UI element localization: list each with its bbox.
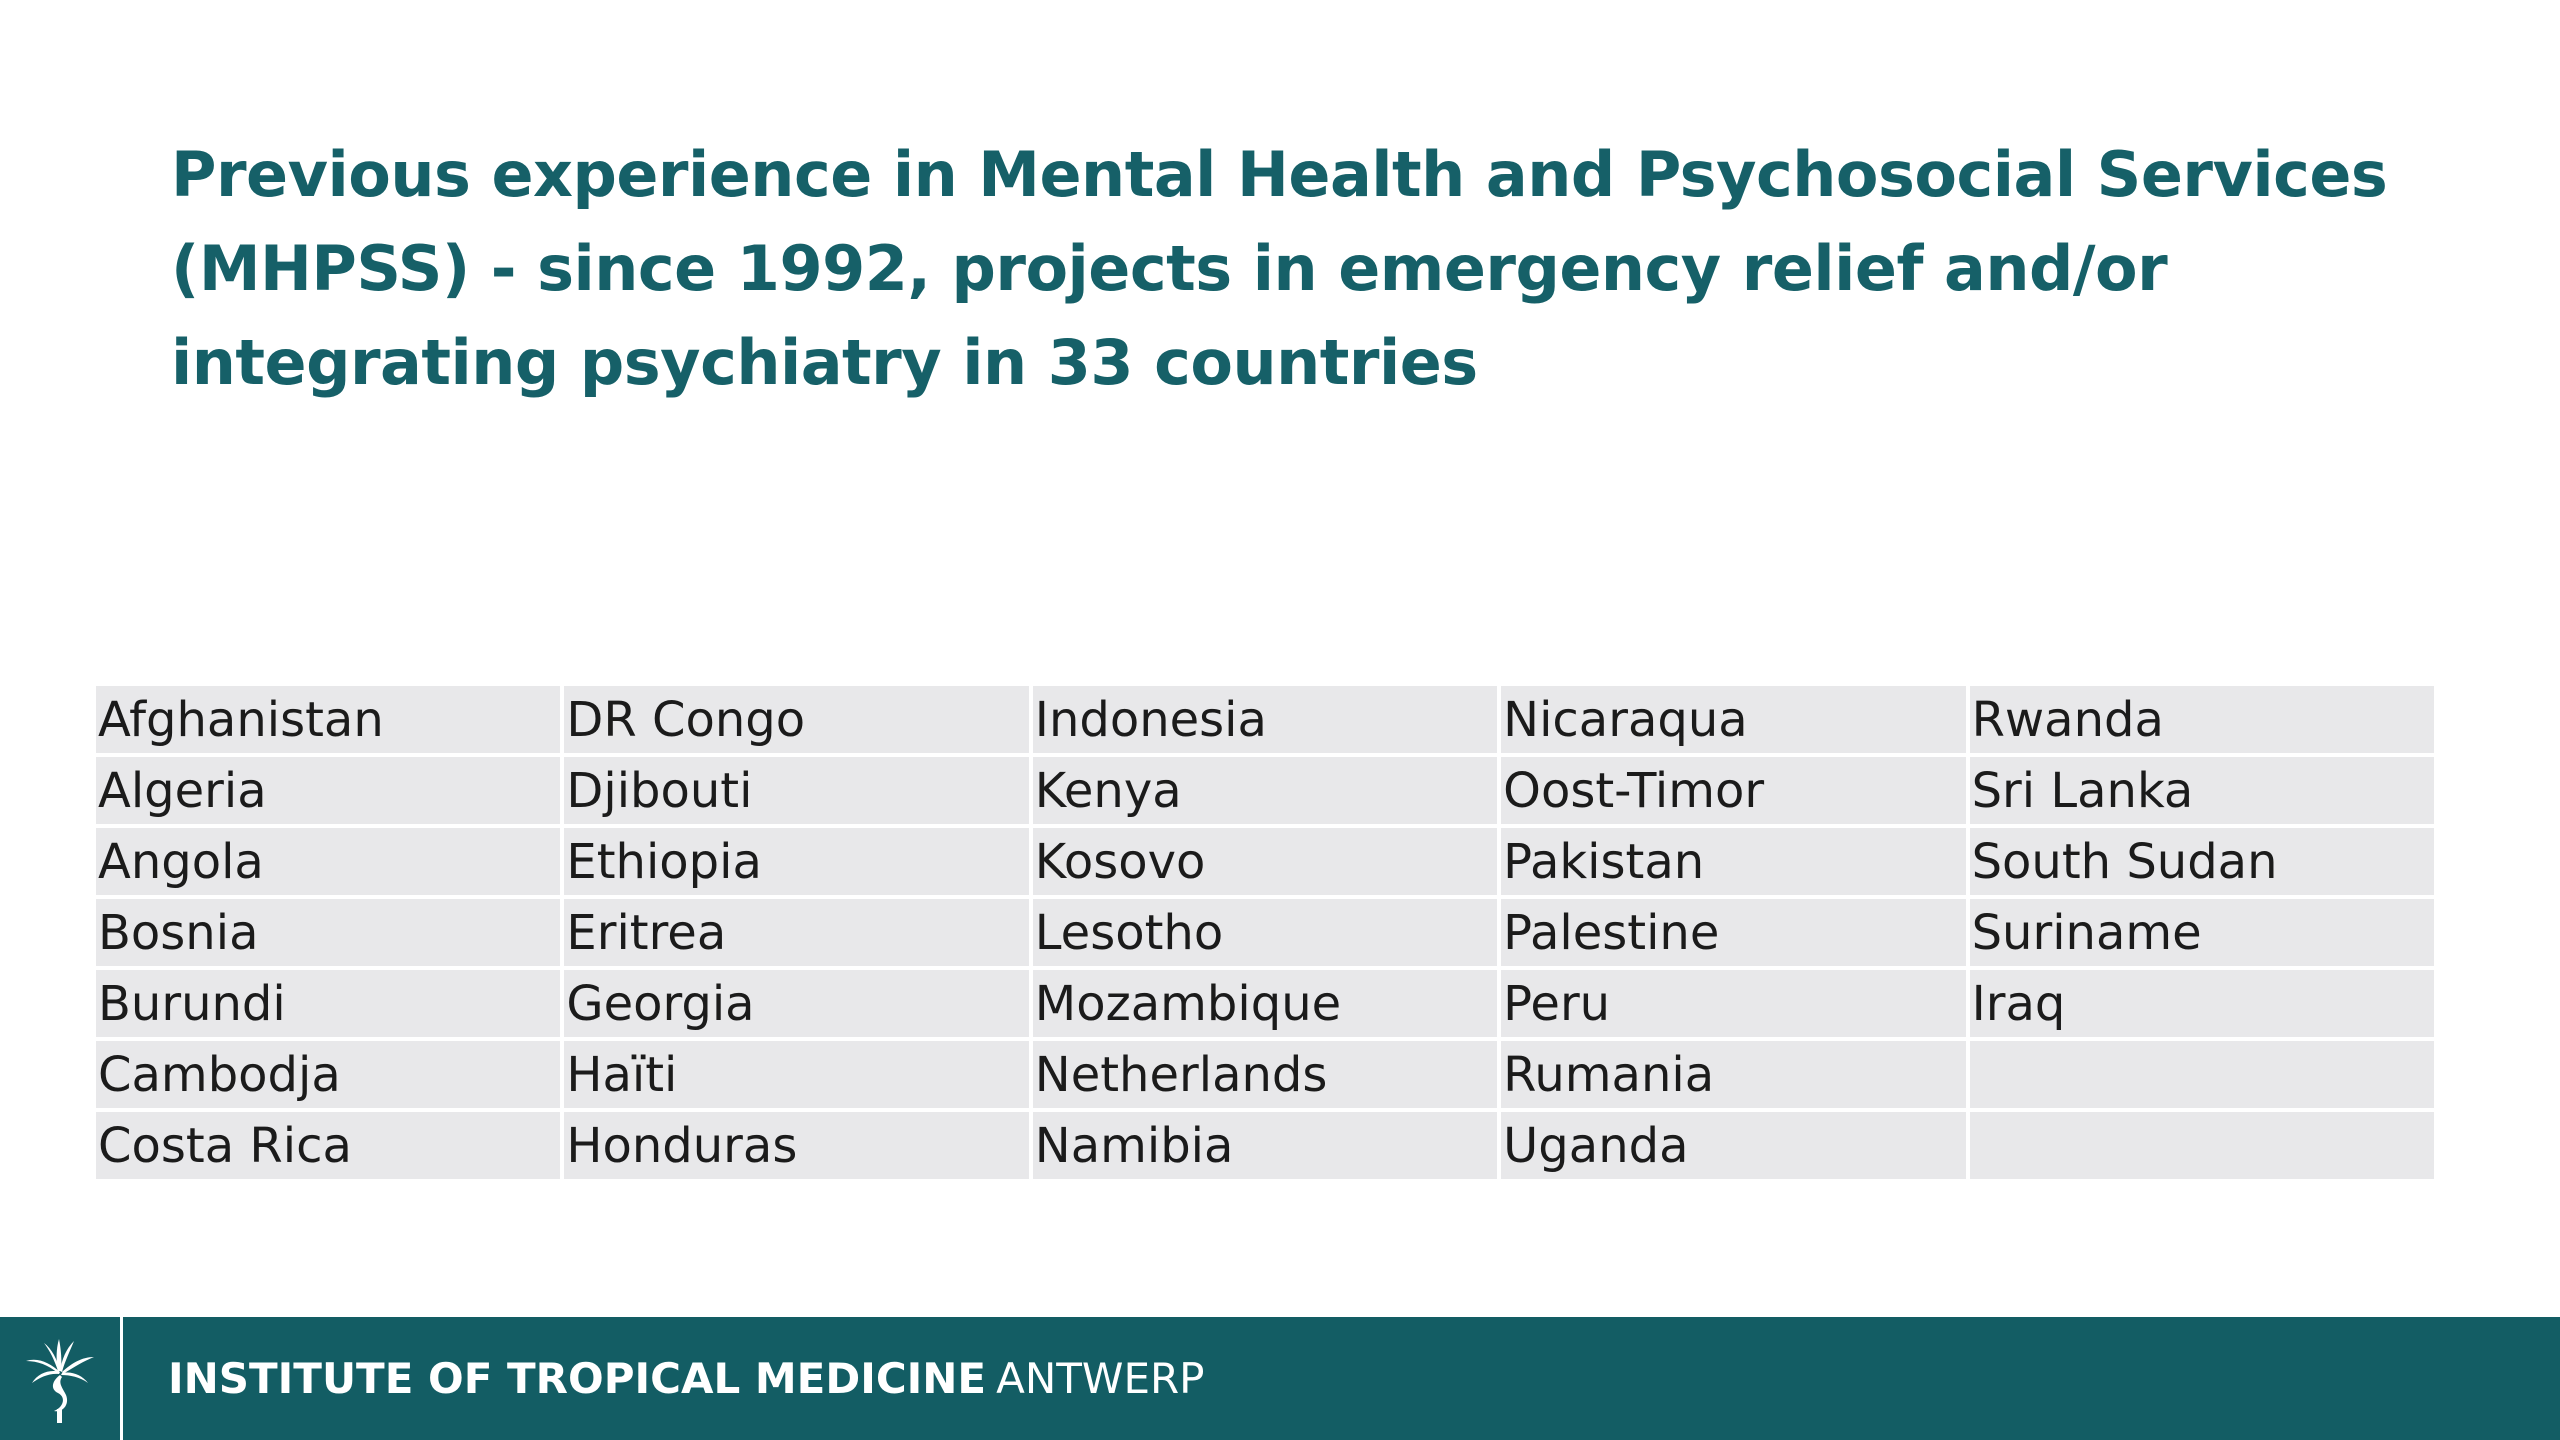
table-cell: Cambodja (96, 1041, 561, 1108)
table-cell: Ethiopia (564, 828, 1029, 895)
table-cell: Uganda (1501, 1112, 1966, 1179)
table-cell: Georgia (564, 970, 1029, 1037)
countries-table: Afghanistan DR Congo Indonesia Nicaraqua… (92, 682, 2438, 1183)
table-cell: DR Congo (564, 686, 1029, 753)
table-cell: Afghanistan (96, 686, 561, 753)
palm-tree-logo-icon (14, 1335, 104, 1425)
table-cell: Burundi (96, 970, 561, 1037)
table-cell: Kosovo (1032, 828, 1498, 895)
table-cell: Namibia (1032, 1112, 1498, 1179)
table-cell: Netherlands (1032, 1041, 1498, 1108)
table-row: Bosnia Eritrea Lesotho Palestine Surinam… (96, 899, 2434, 966)
table-cell: Djibouti (564, 757, 1029, 824)
table-cell: Mozambique (1032, 970, 1498, 1037)
footer-divider (120, 1317, 123, 1440)
table-row: Costa Rica Honduras Namibia Uganda (96, 1112, 2434, 1179)
table-cell: Costa Rica (96, 1112, 561, 1179)
table-cell: Rwanda (1969, 686, 2434, 753)
org-name: INSTITUTE OF TROPICAL MEDICINE ANTWERP (168, 1317, 1205, 1440)
table-cell: Eritrea (564, 899, 1029, 966)
table-cell: Sri Lanka (1969, 757, 2434, 824)
table-cell: Peru (1501, 970, 1966, 1037)
table-cell: Rumania (1501, 1041, 1966, 1108)
table-row: Algeria Djibouti Kenya Oost-Timor Sri La… (96, 757, 2434, 824)
table-cell: Palestine (1501, 899, 1966, 966)
table-row: Afghanistan DR Congo Indonesia Nicaraqua… (96, 686, 2434, 753)
table-cell: Indonesia (1032, 686, 1498, 753)
table-cell: Lesotho (1032, 899, 1498, 966)
table-cell: Suriname (1969, 899, 2434, 966)
table-row: Angola Ethiopia Kosovo Pakistan South Su… (96, 828, 2434, 895)
table-cell: Kenya (1032, 757, 1498, 824)
table-cell: Iraq (1969, 970, 2434, 1037)
table-cell: Angola (96, 828, 561, 895)
org-name-bold: INSTITUTE OF TROPICAL MEDICINE (168, 1354, 987, 1403)
table-cell (1969, 1112, 2434, 1179)
table-cell: Bosnia (96, 899, 561, 966)
table-cell: South Sudan (1969, 828, 2434, 895)
table-cell: Nicaraqua (1501, 686, 1966, 753)
table-cell: Algeria (96, 757, 561, 824)
slide-title: Previous experience in Mental Health and… (171, 138, 2388, 399)
table-cell (1969, 1041, 2434, 1108)
footer-bar: INSTITUTE OF TROPICAL MEDICINE ANTWERP (0, 1317, 2560, 1440)
table-row: Cambodja Haïti Netherlands Rumania (96, 1041, 2434, 1108)
table-cell: Honduras (564, 1112, 1029, 1179)
table-cell: Oost-Timor (1501, 757, 1966, 824)
org-name-light: ANTWERP (996, 1354, 1205, 1403)
table-row: Burundi Georgia Mozambique Peru Iraq (96, 970, 2434, 1037)
table-cell: Pakistan (1501, 828, 1966, 895)
table-cell: Haïti (564, 1041, 1029, 1108)
